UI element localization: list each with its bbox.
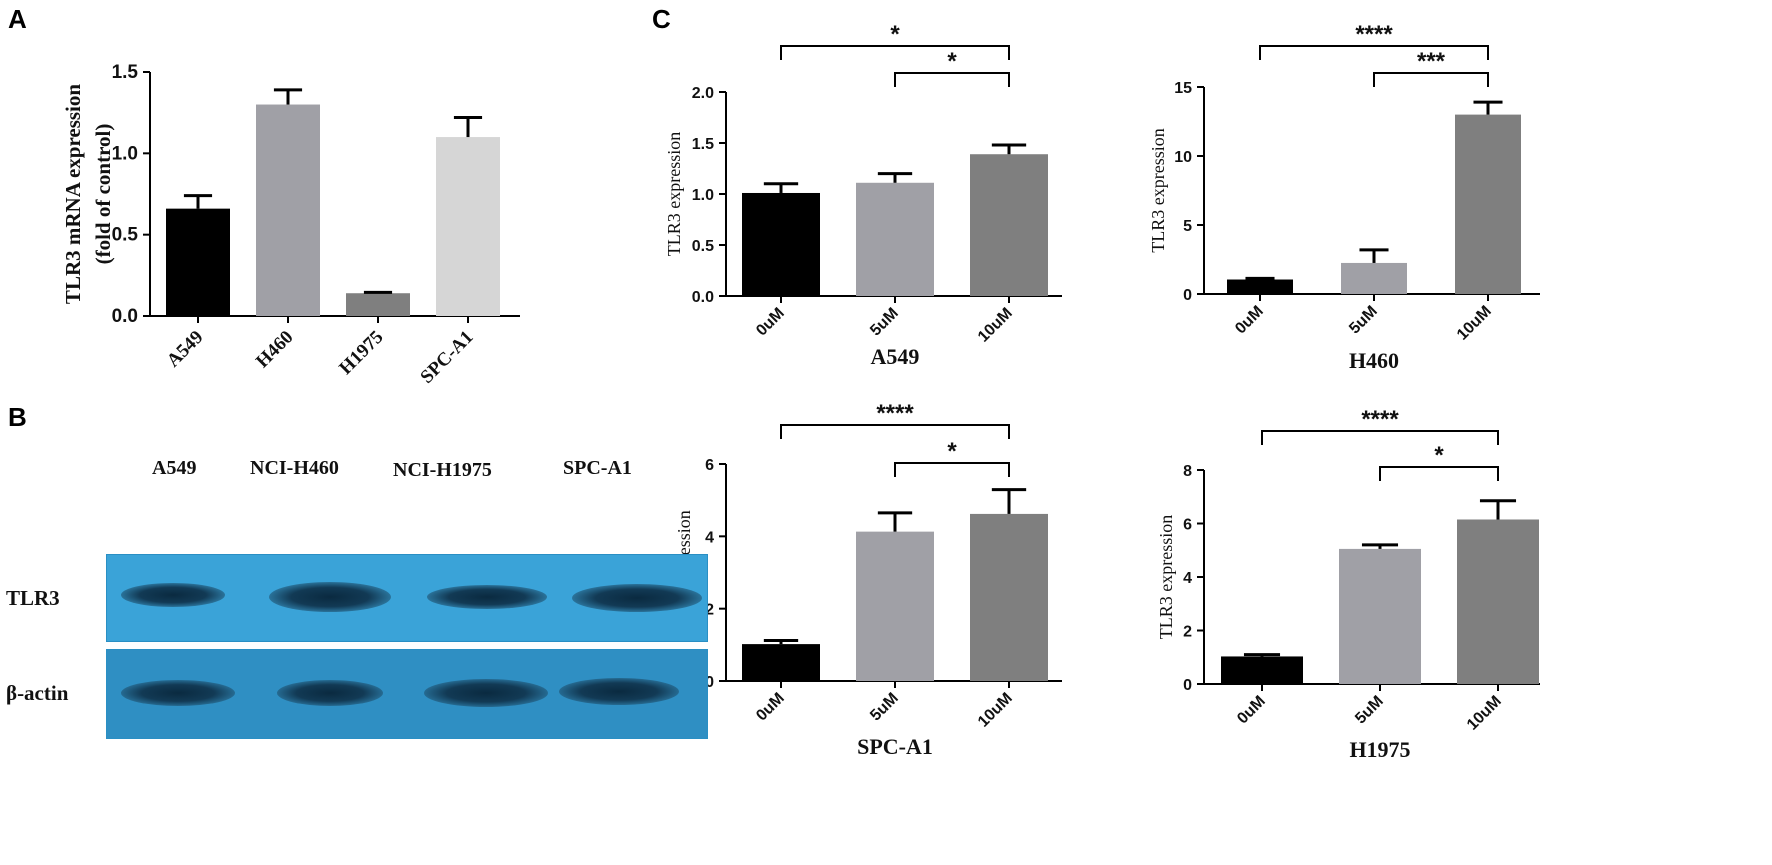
y-axis-label: TLR3 expression (1156, 515, 1176, 639)
significance-bracket (894, 462, 1010, 477)
blot-membrane-actin (106, 649, 708, 739)
significance-bracket (780, 45, 1010, 60)
bar (742, 192, 820, 296)
x-tick-label: 10uM (975, 690, 1016, 731)
significance-label: **** (876, 400, 914, 427)
x-tick-label: H1975 (335, 327, 387, 379)
blot-band (424, 679, 548, 707)
blot-band (121, 583, 225, 607)
blot-lane-label: A549 (152, 457, 197, 479)
significance-bracket (1259, 45, 1489, 60)
bar (166, 208, 230, 316)
y-tick-label: 15 (1174, 80, 1192, 97)
blot-row-label-tlr3: TLR3 (6, 586, 60, 610)
x-tick-label: 0uM (753, 305, 788, 340)
significance-label: * (947, 438, 957, 465)
y-tick-label: 6 (1183, 517, 1192, 534)
x-axis-title: A549 (871, 344, 920, 369)
significance-label: * (890, 21, 900, 48)
blot-band (121, 680, 235, 706)
panel-label-b: B (8, 402, 27, 432)
bar (1341, 262, 1407, 294)
bar (970, 513, 1048, 681)
y-tick-label: 1.0 (692, 187, 714, 204)
significance-bracket (780, 424, 1010, 439)
blot-lane-label: NCI-H1975 (393, 459, 492, 481)
blot-band (572, 584, 702, 612)
bar (1221, 656, 1303, 684)
bar (742, 644, 820, 681)
y-tick-label: 0 (705, 674, 714, 691)
blot-band (559, 678, 679, 705)
y-tick-label: 0.5 (692, 238, 714, 255)
bar (856, 182, 934, 296)
y-tick-label: 4 (1183, 570, 1192, 587)
y-tick-label: 0 (1183, 287, 1192, 304)
bar (1339, 548, 1421, 684)
significance-bracket (1379, 466, 1499, 481)
y-tick-label: 5 (1183, 218, 1192, 235)
y-tick-label: 2 (1183, 624, 1192, 641)
significance-bracket (1373, 72, 1489, 87)
x-tick-label: 0uM (753, 690, 788, 725)
x-tick-label: 10uM (1454, 303, 1495, 344)
x-tick-label: 5uM (867, 690, 902, 725)
bar (256, 104, 320, 317)
y-axis-label: TLR3 expression (664, 132, 684, 256)
y-tick-label: 0.5 (112, 225, 139, 246)
significance-bracket (1261, 430, 1499, 445)
x-tick-label: 0uM (1232, 303, 1267, 338)
x-axis-title: SPC-A1 (857, 734, 933, 759)
y-tick-label: 10 (1174, 149, 1192, 166)
x-tick-label: 10uM (1464, 693, 1505, 734)
bar (856, 531, 934, 681)
y-tick-label: 2.0 (692, 85, 714, 102)
x-tick-label: 5uM (1352, 693, 1387, 728)
x-tick-label: SPC-A1 (416, 327, 477, 388)
y-tick-label: 0.0 (112, 306, 138, 327)
bar (346, 293, 410, 316)
bar (970, 154, 1048, 296)
blot-band (269, 582, 391, 612)
y-tick-label: 0 (1183, 677, 1192, 694)
x-tick-label: A549 (163, 327, 208, 372)
y-tick-label: 6 (705, 457, 714, 474)
x-tick-label: 10uM (975, 305, 1016, 346)
significance-label: * (947, 48, 957, 75)
bar (1227, 279, 1293, 294)
significance-label: * (1434, 442, 1444, 469)
blot-membrane-tlr3 (106, 554, 708, 642)
bar (436, 137, 500, 316)
blot-band (277, 680, 383, 706)
y-tick-label: 1.0 (112, 143, 138, 164)
panel-label-c: C (652, 4, 671, 34)
significance-label: *** (1417, 48, 1446, 75)
y-axis-label: TLR3 mRNA expression (61, 84, 85, 304)
blot-band (427, 585, 547, 609)
y-axis-label: TLR3 expression (1148, 128, 1168, 252)
bar (1455, 114, 1521, 294)
x-tick-label: 5uM (1346, 303, 1381, 338)
bar (1457, 519, 1539, 684)
x-tick-label: 0uM (1234, 693, 1269, 728)
y-tick-label: 8 (1183, 463, 1192, 480)
blot-lane-label: SPC-A1 (563, 457, 632, 479)
y-tick-label: 4 (705, 529, 714, 546)
y-tick-label: 1.5 (112, 62, 139, 83)
x-axis-title: H460 (1349, 348, 1399, 373)
significance-label: **** (1355, 21, 1393, 48)
blot-row-label-actin: β-actin (6, 681, 69, 705)
y-tick-label: 1.5 (692, 136, 714, 153)
significance-bracket (894, 72, 1010, 87)
y-tick-label: 0.0 (692, 289, 714, 306)
blot-lane-label: NCI-H460 (250, 457, 339, 479)
significance-label: **** (1361, 406, 1399, 433)
x-tick-label: H460 (252, 327, 297, 372)
panel-label-a: A (8, 4, 27, 34)
y-tick-label: 2 (705, 602, 714, 619)
x-axis-title: H1975 (1349, 737, 1410, 762)
x-tick-label: 5uM (867, 305, 902, 340)
y-axis-label-sub: (fold of control) (91, 124, 115, 265)
